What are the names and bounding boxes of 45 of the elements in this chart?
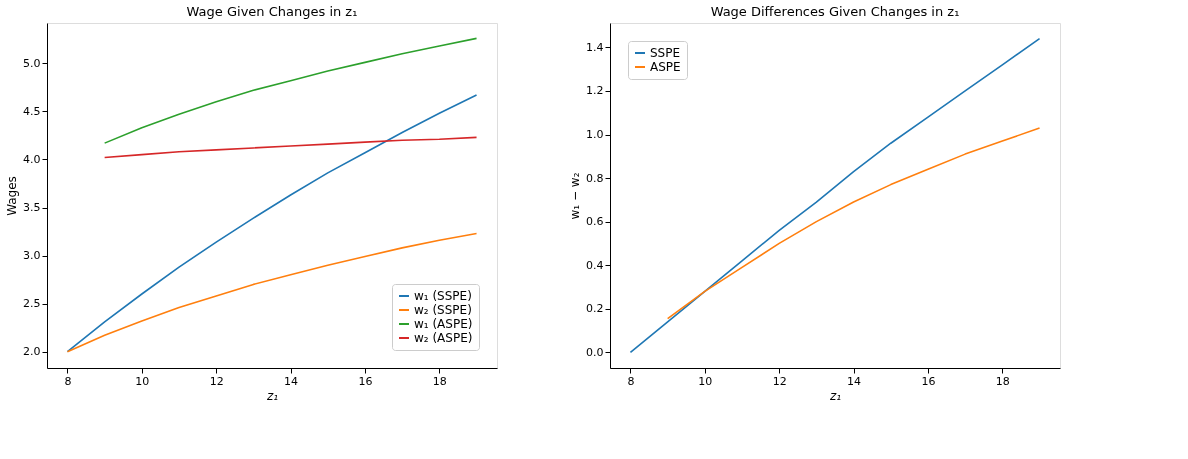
x-tick-label: 16 [358, 374, 373, 388]
x-tick-label: 12 [209, 374, 224, 388]
y-tick-label: 2.0 [23, 345, 41, 359]
x-tick-label: 14 [284, 374, 299, 388]
x-tick-label: 18 [432, 374, 447, 388]
y-tick-label: 0.8 [586, 171, 604, 185]
x-tick-label: 18 [995, 374, 1010, 388]
y-tick-label: 0.0 [586, 345, 604, 359]
x-tick-label: 8 [627, 374, 635, 388]
x-axis-title: z₁ [828, 388, 842, 403]
line-series [103, 136, 478, 159]
x-tick-label: 12 [772, 374, 787, 388]
x-axis-title: z₁ [265, 388, 279, 403]
line-series [103, 37, 478, 144]
x-tick-label: 14 [847, 374, 862, 388]
line-series [66, 232, 478, 353]
x-tick-label: 8 [64, 374, 72, 388]
y-tick-label: 1.4 [586, 40, 604, 54]
y-tick-label: 1.0 [586, 128, 604, 142]
line-series [66, 94, 478, 353]
chart-title: Wage Given Changes in z₁ [186, 4, 358, 19]
x-tick-label: 10 [135, 374, 150, 388]
legend-label: SSPE [650, 46, 681, 60]
y-axis-title: w₁ − w₂ [568, 172, 583, 220]
y-tick-label: 0.6 [586, 215, 604, 229]
legend-label: w₁ (ASPE) [414, 317, 473, 331]
y-tick-label: 1.2 [586, 84, 604, 98]
y-tick-label: 2.5 [23, 297, 41, 311]
line-series [666, 127, 1041, 320]
x-tick-label: 10 [698, 374, 713, 388]
y-tick-label: 5.0 [23, 56, 41, 70]
legend-label: w₂ (SSPE) [414, 303, 472, 317]
y-axis-title: Wages [5, 176, 20, 216]
legend-label: ASPE [650, 60, 681, 74]
y-tick-label: 4.0 [23, 152, 41, 166]
y-tick-label: 3.5 [23, 201, 41, 215]
y-tick-label: 0.2 [586, 302, 604, 316]
legend-label: w₂ (ASPE) [414, 331, 473, 345]
legend-label: w₁ (SSPE) [414, 289, 472, 303]
y-tick-label: 0.4 [586, 258, 604, 272]
y-tick-label: 4.5 [23, 104, 41, 118]
line-series [629, 37, 1041, 354]
x-tick-label: 16 [921, 374, 936, 388]
chart-title: Wage Differences Given Changes in z₁ [710, 4, 960, 19]
y-tick-label: 3.0 [23, 249, 41, 263]
